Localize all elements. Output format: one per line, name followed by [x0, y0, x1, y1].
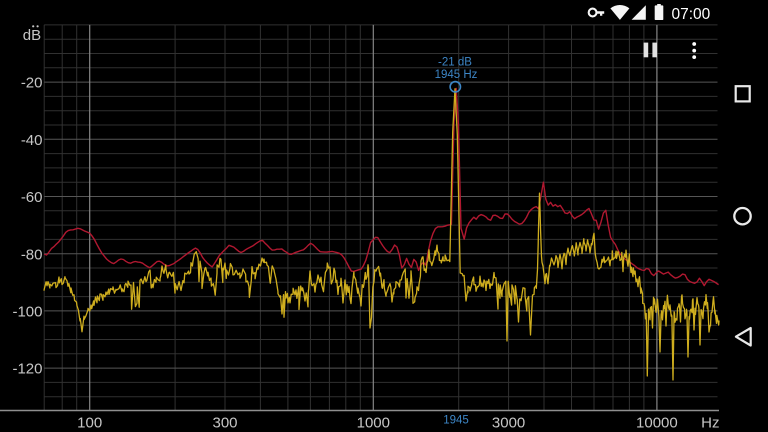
svg-text:-40: -40	[21, 132, 43, 149]
svg-text:-100: -100	[12, 304, 42, 321]
svg-text:-120: -120	[12, 361, 42, 378]
svg-text:dB: dB	[23, 27, 41, 44]
svg-text:-20: -20	[21, 75, 43, 92]
svg-text:3000: 3000	[492, 414, 525, 431]
svg-text:1945 Hz: 1945 Hz	[435, 69, 478, 81]
svg-text:1000: 1000	[357, 414, 390, 431]
svg-text:-80: -80	[21, 246, 43, 263]
svg-text:100: 100	[77, 414, 102, 431]
svg-text:1945: 1945	[443, 414, 469, 426]
svg-text:-60: -60	[21, 189, 43, 206]
svg-text:10000: 10000	[636, 414, 678, 431]
svg-text:-21 dB: -21 dB	[438, 56, 472, 68]
svg-text:07:00: 07:00	[672, 6, 711, 23]
svg-text:Hz: Hz	[701, 414, 719, 431]
svg-text:300: 300	[212, 414, 237, 431]
